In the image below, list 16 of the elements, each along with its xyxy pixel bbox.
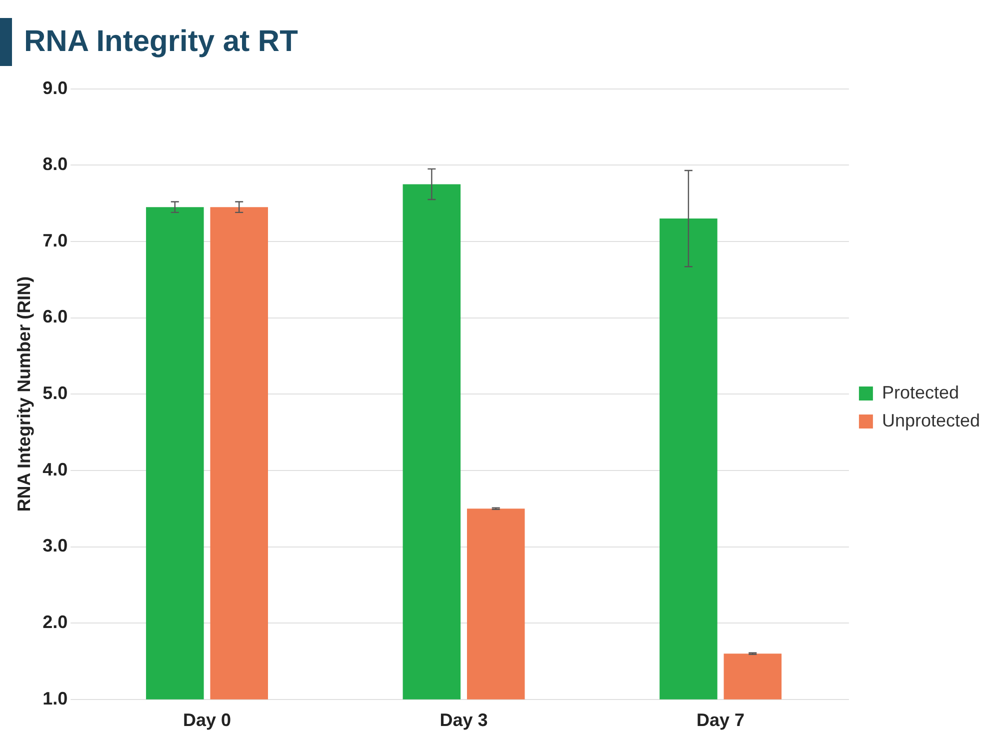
y-axis-title: RNA Integrity Number (RIN)	[14, 276, 34, 512]
y-tick-label: 5.0	[42, 383, 68, 404]
legend-label: Protected	[882, 382, 959, 402]
chart-title: RNA Integrity at RT	[24, 25, 298, 59]
y-tick-label: 3.0	[42, 536, 68, 556]
x-tick-label: Day 7	[696, 710, 745, 730]
y-tick-label: 6.0	[42, 306, 68, 327]
x-tick-label: Day 3	[440, 710, 488, 730]
y-tick-label: 8.0	[42, 154, 68, 174]
y-tick-label: 7.0	[42, 230, 68, 250]
legend-label: Unprotected	[882, 410, 980, 430]
y-tick-label: 2.0	[42, 612, 68, 632]
y-tick-label: 4.0	[42, 459, 68, 480]
x-tick-label: Day 0	[182, 710, 232, 730]
y-tick-label: 9.0	[42, 78, 68, 98]
y-tick-label: 1.0	[42, 688, 68, 708]
